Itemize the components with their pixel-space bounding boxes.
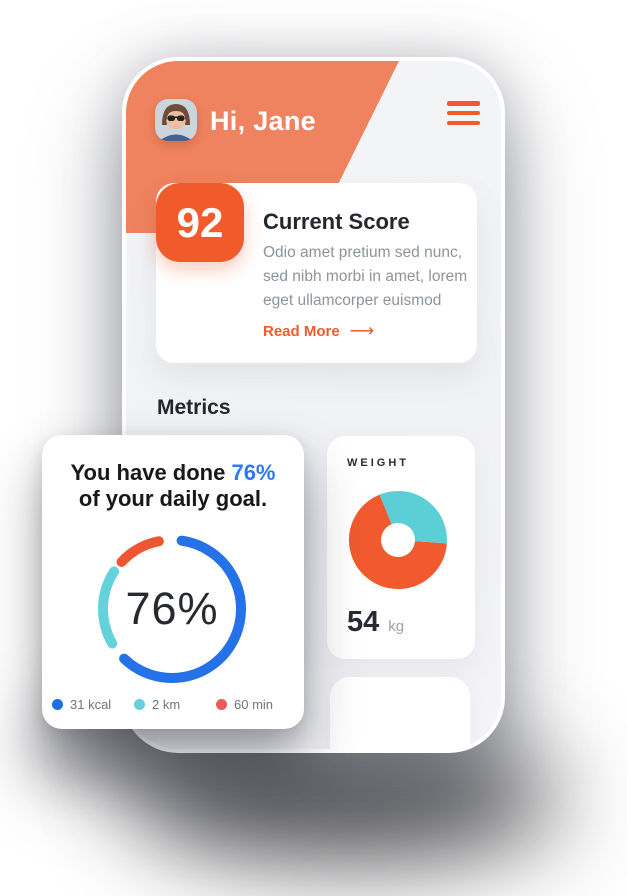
read-more-label: Read More [263,322,340,340]
goal-headline-line2: of your daily goal. [78,485,268,511]
score-badge: 92 [156,183,244,262]
legend-item-duration: 60 min [216,697,298,712]
legend-dot-duration [216,699,227,710]
weight-card: WEIGHT 54 kg [327,436,475,659]
goal-ring-center-label: 76% [125,583,219,634]
daily-goal-ring-segment-calories [119,535,246,683]
weight-value: 54 [347,606,380,638]
weight-donut-segment-weight-secondary [379,491,447,544]
greeting-text: Hi, Jane [210,106,316,136]
legend-label-calories: 31 kcal [70,697,112,712]
legend-dot-distance [134,699,145,710]
score-value: 92 [176,198,224,246]
daily-goal-ring-chart [98,535,246,683]
menu-bar [447,120,480,125]
goal-headline-percent: 76% [231,460,276,485]
legend-label-distance: 2 km [152,697,181,712]
goal-legend: 31 kcal 2 km 60 min [52,697,298,712]
right-arrow-icon: ⟶ [349,321,375,340]
daily-goal-ring-segment-distance [98,566,120,649]
score-card-title: Current Score [263,209,410,234]
weight-donut-segment-weight-main [349,494,447,589]
metrics-section-heading: Metrics [157,396,231,419]
menu-bar [447,101,480,106]
legend-label-duration: 60 min [234,697,274,712]
goal-headline-prefix: You have done [70,460,232,485]
legend-dot-calories [52,699,63,710]
daily-goal-card: You have done 76% of your daily goal. 76… [42,435,304,729]
current-score-card: 92 Current Score Odio amet pretium sed n… [156,183,477,363]
avatar[interactable] [155,99,197,141]
avatar-illustration [155,99,197,141]
weight-donut-chart [349,491,447,589]
partial-metric-card [330,677,470,749]
legend-item-calories: 31 kcal [52,697,134,712]
weight-unit: kg [388,618,405,635]
read-more-link[interactable]: Read More ⟶ [263,321,374,341]
goal-headline: You have done 76% of your daily goal. [42,460,304,512]
weight-card-title: WEIGHT [347,457,409,469]
menu-bar [447,110,480,116]
legend-item-distance: 2 km [134,697,216,712]
weight-value-row: 54 kg [347,606,404,639]
score-card-description: Odio amet pretium sed nunc, sed nibh mor… [263,244,468,310]
hamburger-menu-icon[interactable] [447,101,480,125]
daily-goal-ring-segment-duration [116,536,164,567]
